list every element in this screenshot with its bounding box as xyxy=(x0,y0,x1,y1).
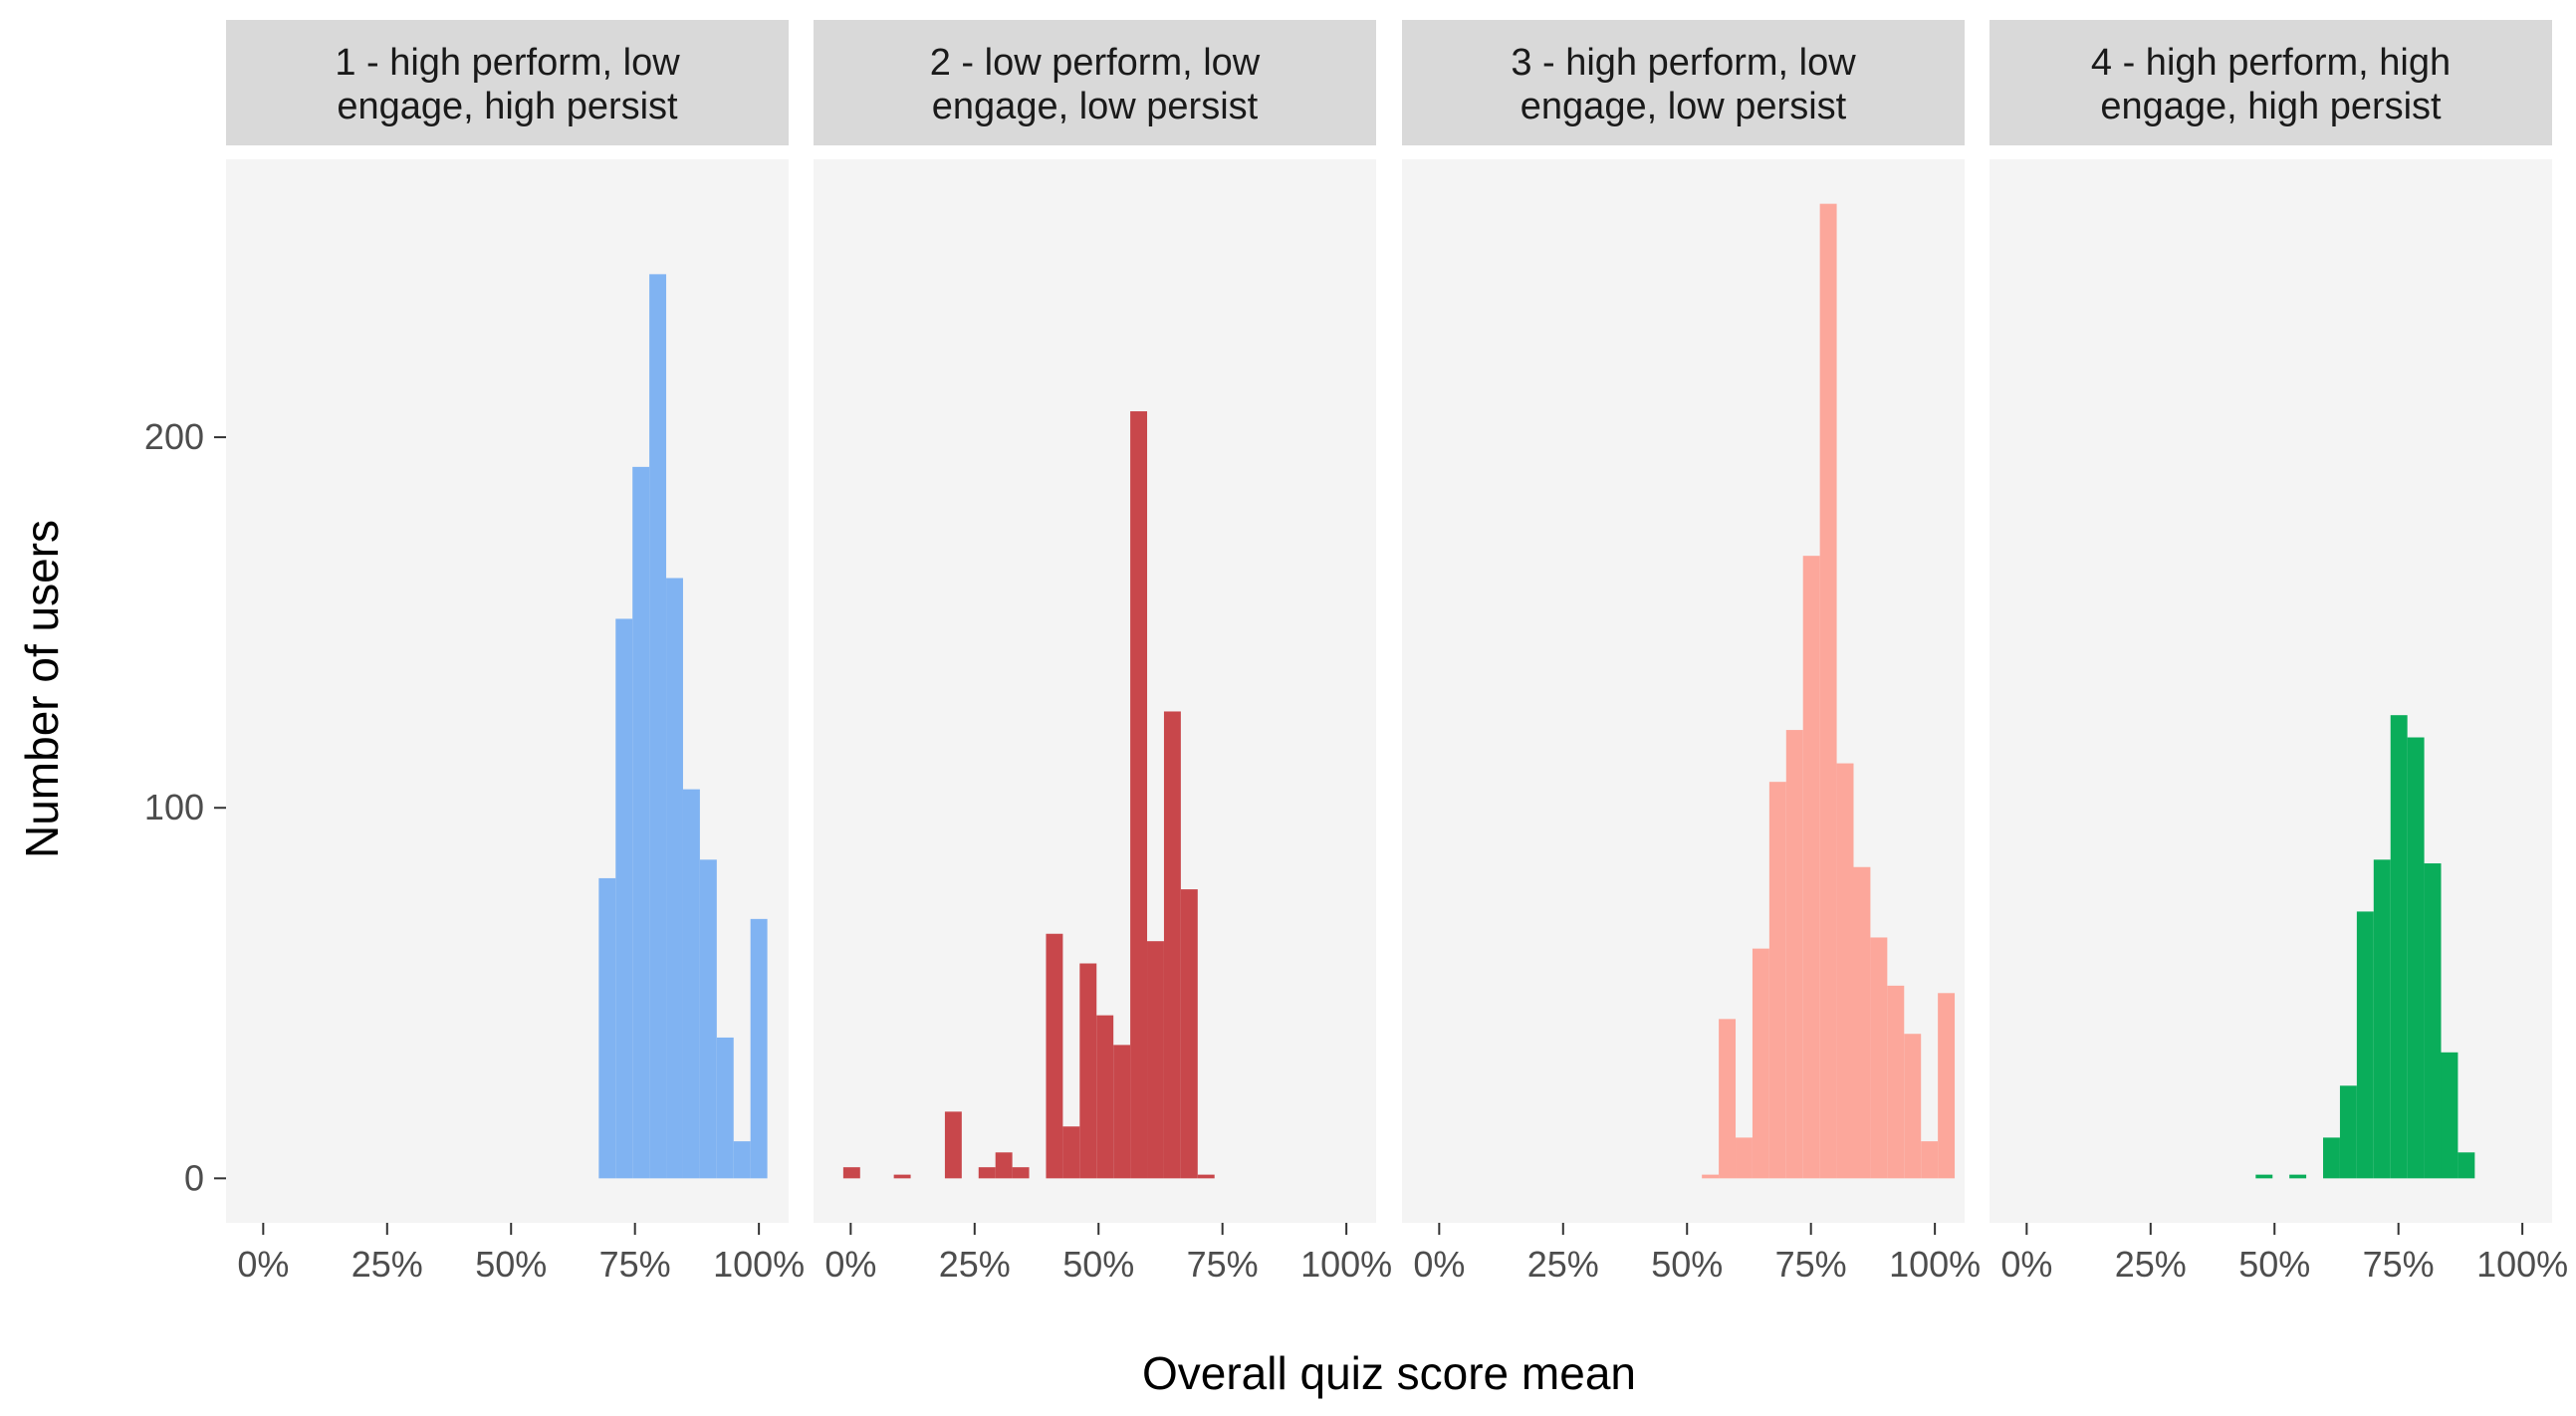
histogram-bar xyxy=(1062,1126,1080,1179)
histogram-bar xyxy=(2407,737,2425,1179)
x-tick-label: 100% xyxy=(713,1244,805,1285)
facet-title-line: engage, high persist xyxy=(2100,86,2442,127)
x-tick-label: 50% xyxy=(2238,1244,2310,1285)
histogram-bar xyxy=(1180,889,1198,1179)
histogram-bar xyxy=(893,1174,911,1179)
histogram-bar xyxy=(1870,937,1888,1179)
histogram-bar xyxy=(2356,911,2374,1179)
histogram-bar xyxy=(1904,1034,1922,1179)
facet-strip xyxy=(814,20,1376,145)
histogram-bar xyxy=(2390,715,2408,1179)
x-tick-label: 50% xyxy=(1062,1244,1134,1285)
x-tick-label: 25% xyxy=(1527,1244,1599,1285)
histogram-bar xyxy=(615,618,633,1179)
x-tick-label: 50% xyxy=(475,1244,547,1285)
y-axis: 0 100 200 xyxy=(144,416,226,1198)
histogram-bar xyxy=(842,1167,860,1179)
histogram-bar xyxy=(2339,1085,2357,1179)
facet-strip xyxy=(1990,20,2552,145)
facet-title-line: engage, low persist xyxy=(1521,86,1847,127)
histogram-bar xyxy=(716,1037,734,1179)
histogram-bar xyxy=(1702,1174,1720,1179)
y-tick-label: 200 xyxy=(144,416,204,457)
y-tick-label: 0 xyxy=(184,1157,204,1198)
histogram-bar xyxy=(995,1152,1013,1179)
x-tick-label: 100% xyxy=(1300,1244,1392,1285)
facet-strip xyxy=(226,20,789,145)
x-tick-label: 0% xyxy=(824,1244,876,1285)
x-tick-label: 100% xyxy=(1889,1244,1981,1285)
x-tick-label: 0% xyxy=(1413,1244,1465,1285)
facet-strip xyxy=(1402,20,1965,145)
histogram-bar xyxy=(598,877,616,1179)
histogram-bar xyxy=(1113,1045,1131,1179)
facet-title-line: engage, high persist xyxy=(337,86,678,127)
histogram-bar xyxy=(1719,1019,1737,1179)
histogram-bar xyxy=(632,466,650,1179)
histogram-bar xyxy=(2289,1174,2307,1179)
histogram-bar xyxy=(1785,730,1803,1179)
x-tick-label: 75% xyxy=(2363,1244,2435,1285)
histogram-bar xyxy=(1853,866,1871,1179)
histogram-bar xyxy=(1736,1137,1753,1179)
facet-title-line: 4 - high perform, high xyxy=(2091,42,2451,84)
histogram-bar xyxy=(1130,411,1148,1179)
histogram-bar xyxy=(1819,203,1837,1179)
x-tick-label: 0% xyxy=(2000,1244,2052,1285)
histogram-bar xyxy=(2458,1152,2475,1179)
x-tick-label: 75% xyxy=(1187,1244,1259,1285)
histogram-bar xyxy=(1768,782,1786,1179)
histogram-bar xyxy=(2255,1174,2273,1179)
histogram-bar xyxy=(1046,933,1063,1179)
x-tick-label: 25% xyxy=(939,1244,1011,1285)
x-tick-label: 100% xyxy=(2476,1244,2568,1285)
histogram-bar xyxy=(733,1141,751,1179)
histogram-bar xyxy=(1096,1015,1114,1179)
histogram-bar xyxy=(750,918,768,1179)
histogram-bar xyxy=(944,1111,962,1179)
histogram-bar xyxy=(682,789,700,1179)
histogram-bar xyxy=(2424,863,2442,1179)
histogram-bar xyxy=(1079,963,1097,1179)
facet-title-line: 1 - high perform, low xyxy=(335,42,680,84)
x-tick-label: 75% xyxy=(599,1244,671,1285)
y-tick-label: 100 xyxy=(144,787,204,827)
histogram-bar xyxy=(1802,556,1820,1179)
histogram-bar xyxy=(1836,763,1854,1179)
x-axis-title: Overall quiz score mean xyxy=(1142,1347,1636,1399)
histogram-bar xyxy=(666,578,683,1179)
x-tick-label: 0% xyxy=(237,1244,289,1285)
x-tick-label: 75% xyxy=(1775,1244,1847,1285)
x-tick-label: 25% xyxy=(351,1244,423,1285)
x-tick-label: 50% xyxy=(1651,1244,1723,1285)
histogram-bar xyxy=(2441,1052,2459,1179)
histogram-bar xyxy=(649,274,667,1179)
histogram-bar xyxy=(2373,859,2391,1179)
histogram-bar xyxy=(1147,941,1164,1179)
histogram-bar xyxy=(1921,1141,1939,1179)
histogram-bar xyxy=(1887,985,1905,1179)
histogram-bar xyxy=(978,1167,996,1179)
histogram-bar xyxy=(1163,711,1181,1179)
histogram-bar xyxy=(1012,1167,1030,1179)
panel-background xyxy=(1990,159,2552,1223)
histogram-bar xyxy=(1197,1174,1215,1179)
histogram-bar xyxy=(2323,1137,2340,1179)
x-tick-label: 25% xyxy=(2115,1244,2187,1285)
facet-title-line: 2 - low perform, low xyxy=(930,42,1261,84)
histogram-bar xyxy=(1752,948,1769,1179)
y-axis-title: Number of users xyxy=(16,520,68,858)
facet-title-line: 3 - high perform, low xyxy=(1511,42,1856,84)
facet-title-line: engage, low persist xyxy=(932,86,1259,127)
histogram-bar xyxy=(1938,993,1956,1179)
histogram-bar xyxy=(699,859,717,1179)
